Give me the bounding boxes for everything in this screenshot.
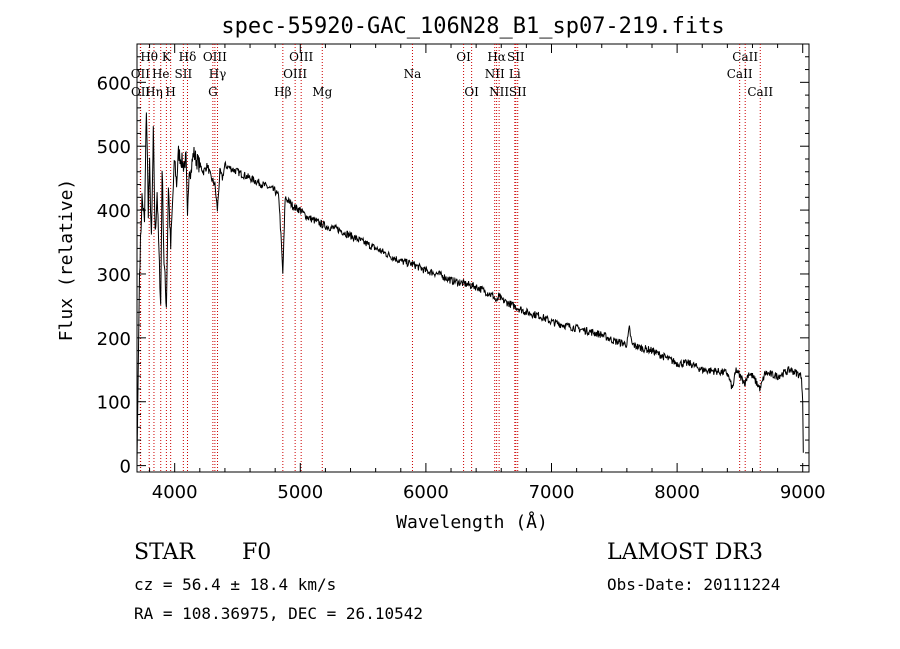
line-label-20: NII	[485, 67, 505, 81]
y-tick-label: 300	[97, 265, 131, 286]
line-label-26: CaII	[727, 67, 753, 81]
line-label-15: Mg	[312, 85, 332, 99]
line-label-11: G	[208, 85, 218, 99]
spectrum-chart: spec-55920-GAC_106N28_B1_sp07-219.fits H…	[56, 14, 826, 533]
x-tick-label: 5000	[277, 482, 323, 503]
line-label-6: H	[165, 85, 175, 99]
line-label-10: Hγ	[209, 67, 227, 81]
flux-series-line	[136, 112, 804, 463]
y-tick-label: 100	[97, 393, 131, 414]
line-label-14: OIII	[283, 67, 307, 81]
spectral-line-markers	[139, 44, 761, 472]
survey-name: LAMOST DR3	[607, 540, 763, 565]
redshift-velocity: cz = 56.4 ± 18.4 km/s	[134, 575, 337, 594]
plot-frame	[136, 43, 810, 473]
x-tick-label: 4000	[152, 482, 198, 503]
x-tick-label: 8000	[654, 482, 700, 503]
y-tick-label: 0	[120, 457, 131, 478]
line-label-5: K	[162, 50, 172, 64]
y-axis-ticks: 0 100 200 300 400 500 600	[97, 56, 809, 478]
line-label-19: Hα	[487, 50, 506, 64]
line-label-3: Hη	[145, 85, 163, 99]
observation-date: Obs-Date: 20111224	[607, 575, 781, 594]
chart-title: spec-55920-GAC_106N28_B1_sp07-219.fits	[221, 14, 724, 39]
object-class: STAR	[134, 540, 195, 565]
line-label-21: NII	[489, 85, 509, 99]
line-label-12: Hβ	[274, 85, 291, 99]
y-tick-label: 400	[97, 201, 131, 222]
line-label-2: OII	[131, 85, 151, 99]
line-label-4: He	[152, 67, 170, 81]
line-label-0: Hθ	[140, 50, 158, 64]
y-tick-label: 600	[97, 73, 131, 94]
sky-coordinates: RA = 108.36975, DEC = 26.10542	[134, 604, 423, 623]
line-label-25: CaII	[732, 50, 758, 64]
x-axis-label: Wavelength (Å)	[396, 511, 548, 533]
x-axis-ticks: 4000 5000 6000 7000 8000 9000	[149, 44, 826, 503]
x-tick-label: 6000	[403, 482, 449, 503]
line-label-7: SII	[174, 67, 192, 81]
line-label-13: OIII	[289, 50, 313, 64]
line-label-22: SII	[507, 50, 525, 64]
y-tick-label: 500	[97, 137, 131, 158]
y-tick-label: 200	[97, 329, 131, 350]
object-subclass: F0	[242, 540, 272, 565]
line-label-17: OI	[456, 50, 471, 64]
x-tick-label: 7000	[529, 482, 575, 503]
line-label-9: OIII	[203, 50, 227, 64]
line-label-18: OI	[464, 85, 479, 99]
line-label-23: Li	[509, 67, 521, 81]
line-label-1: OII	[131, 67, 151, 81]
line-label-24: SII	[509, 85, 527, 99]
y-axis-label: Flux (relative)	[56, 179, 77, 342]
line-label-16: Na	[404, 67, 422, 81]
x-tick-label: 9000	[780, 482, 826, 503]
line-label-27: CaII	[747, 85, 773, 99]
line-label-8: Hδ	[179, 50, 197, 64]
